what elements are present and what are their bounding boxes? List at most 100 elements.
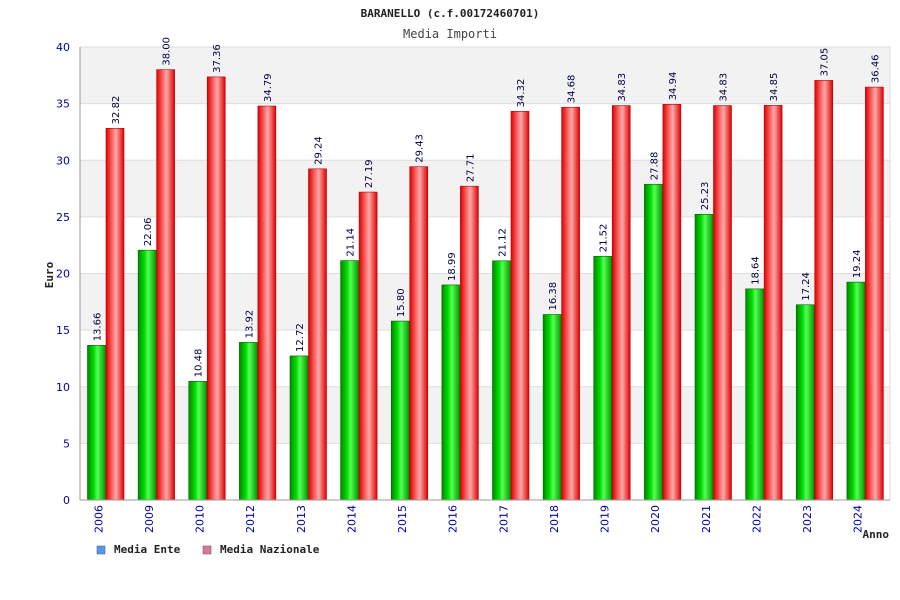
bar-label-ente-2012: 13.92 — [244, 310, 255, 339]
bar-ente-2019 — [593, 255, 613, 501]
bar-nazionale-2013 — [308, 168, 327, 501]
bar-label-ente-2017: 21.12 — [498, 228, 509, 257]
legend-swatch-ente — [96, 545, 106, 555]
bar-nazionale-2012 — [257, 105, 277, 501]
bar-label-ente-2014: 21.14 — [346, 228, 357, 257]
x-tick-label-2013: 2013 — [295, 505, 308, 533]
bar-label-nazionale-2018: 34.68 — [567, 75, 578, 104]
bar-nazionale-2017 — [510, 111, 530, 501]
bar-ente-2021 — [694, 213, 714, 501]
y-tick-label: 35 — [56, 98, 70, 111]
chart-subtitle: Media Importi — [403, 27, 497, 41]
x-tick-label-2016: 2016 — [447, 505, 460, 533]
bar-ente-2010 — [188, 381, 208, 501]
bar-nazionale-2021 — [713, 105, 732, 501]
x-tick-label-2020: 2020 — [649, 505, 662, 533]
bar-nazionale-2020 — [662, 104, 682, 501]
y-tick-label: 15 — [56, 324, 70, 337]
legend-label-nazionale: Media Nazionale — [220, 543, 320, 556]
bar-label-ente-2024: 19.24 — [852, 249, 863, 278]
bar-ente-2016 — [441, 284, 461, 501]
bar-nazionale-2023 — [814, 80, 834, 501]
bar-label-ente-2016: 18.99 — [447, 252, 458, 281]
x-tick-label-2024: 2024 — [852, 505, 865, 533]
bar-nazionale-2019 — [611, 105, 631, 501]
bar-label-nazionale-2020: 34.94 — [668, 72, 679, 101]
chart-title: BARANELLO (c.f.00172460701) — [361, 7, 540, 20]
bar-label-nazionale-2015: 29.43 — [415, 134, 426, 163]
y-tick-label: 40 — [56, 41, 70, 54]
bar-label-nazionale-2022: 34.85 — [769, 73, 780, 102]
x-tick-label-2019: 2019 — [599, 505, 612, 533]
bar-label-ente-2010: 10.48 — [194, 349, 205, 378]
bar-label-nazionale-2009: 38.00 — [162, 37, 173, 66]
bar-label-ente-2018: 16.38 — [548, 282, 559, 311]
bar-label-nazionale-2023: 37.05 — [820, 48, 831, 77]
bar-ente-2006 — [87, 345, 106, 501]
bar-nazionale-2016 — [460, 185, 479, 501]
y-tick-label: 5 — [63, 437, 70, 450]
legend-label-ente: Media Ente — [114, 543, 181, 556]
y-axis-label: Euro — [43, 261, 56, 288]
bar-label-nazionale-2019: 34.83 — [617, 73, 628, 102]
bar-label-nazionale-2016: 27.71 — [465, 154, 476, 183]
bar-ente-2009 — [137, 249, 157, 501]
bar-nazionale-2010 — [206, 76, 226, 501]
x-axis-ticks: 2006 2009 2010 2012 2013 2014 2015 2016 2017 2018… — [92, 505, 864, 533]
x-tick-label-2023: 2023 — [801, 505, 814, 533]
bar-label-nazionale-2024: 36.46 — [870, 54, 881, 83]
bar-nazionale-2015 — [409, 166, 429, 501]
x-tick-label-2009: 2009 — [143, 505, 156, 533]
bar-ente-2018 — [542, 314, 562, 501]
bar-label-nazionale-2006: 32.82 — [111, 96, 122, 125]
y-tick-label: 10 — [56, 381, 70, 394]
x-tick-label-2006: 2006 — [92, 505, 105, 533]
bar-labels: 13.66 22.06 10.48 13.92 12.72 21.14 15.80 18.99… — [93, 37, 882, 377]
bar-nazionale-2018 — [561, 106, 580, 501]
bar-nazionale-2006 — [105, 128, 125, 501]
bar-ente-2024 — [846, 281, 866, 501]
x-tick-label-2012: 2012 — [244, 505, 257, 533]
bar-label-ente-2013: 12.72 — [295, 323, 306, 352]
bar-ente-2017 — [492, 260, 511, 501]
bar-label-ente-2021: 25.23 — [700, 182, 711, 211]
bar-label-ente-2023: 17.24 — [801, 272, 812, 301]
bar-ente-2020 — [644, 183, 663, 501]
bar-label-nazionale-2021: 34.83 — [719, 73, 730, 102]
y-tick-label: 25 — [56, 211, 70, 224]
x-tick-label-2021: 2021 — [700, 505, 713, 533]
bar-nazionale-2014 — [358, 191, 378, 501]
bar-label-ente-2015: 15.80 — [396, 288, 407, 317]
legend-swatch-nazionale — [202, 545, 212, 555]
bar-label-ente-2009: 22.06 — [143, 218, 154, 247]
bar-ente-2022 — [745, 288, 764, 501]
bar-label-nazionale-2017: 34.32 — [516, 79, 527, 108]
bar-ente-2023 — [795, 304, 815, 501]
x-tick-label-2014: 2014 — [345, 505, 358, 533]
x-tick-label-2010: 2010 — [194, 505, 207, 533]
bar-nazionale-2009 — [156, 69, 175, 501]
y-tick-label: 20 — [56, 268, 70, 281]
y-tick-label: 30 — [56, 154, 70, 167]
bar-label-nazionale-2010: 37.36 — [212, 44, 223, 73]
bar-label-ente-2020: 27.88 — [649, 152, 660, 181]
x-tick-label-2017: 2017 — [497, 505, 510, 533]
legend: Media Ente Media Nazionale — [96, 543, 320, 556]
x-tick-label-2015: 2015 — [396, 505, 409, 533]
bar-ente-2013 — [289, 355, 309, 501]
bar-label-ente-2006: 13.66 — [93, 313, 104, 342]
y-axis-ticks: 0 5 10 15 20 25 30 35 40 — [56, 41, 70, 507]
y-tick-label: 0 — [63, 494, 70, 507]
x-tick-label-2022: 2022 — [750, 505, 763, 533]
bar-label-ente-2022: 18.64 — [751, 256, 762, 285]
x-tick-label-2018: 2018 — [548, 505, 561, 533]
x-axis-label: Anno — [863, 528, 890, 541]
bar-ente-2012 — [239, 342, 258, 501]
bar-ente-2014 — [340, 260, 359, 501]
bars — [87, 69, 884, 501]
bar-label-nazionale-2013: 29.24 — [314, 136, 325, 165]
bar-label-nazionale-2014: 27.19 — [364, 159, 375, 188]
bar-nazionale-2022 — [763, 105, 783, 501]
